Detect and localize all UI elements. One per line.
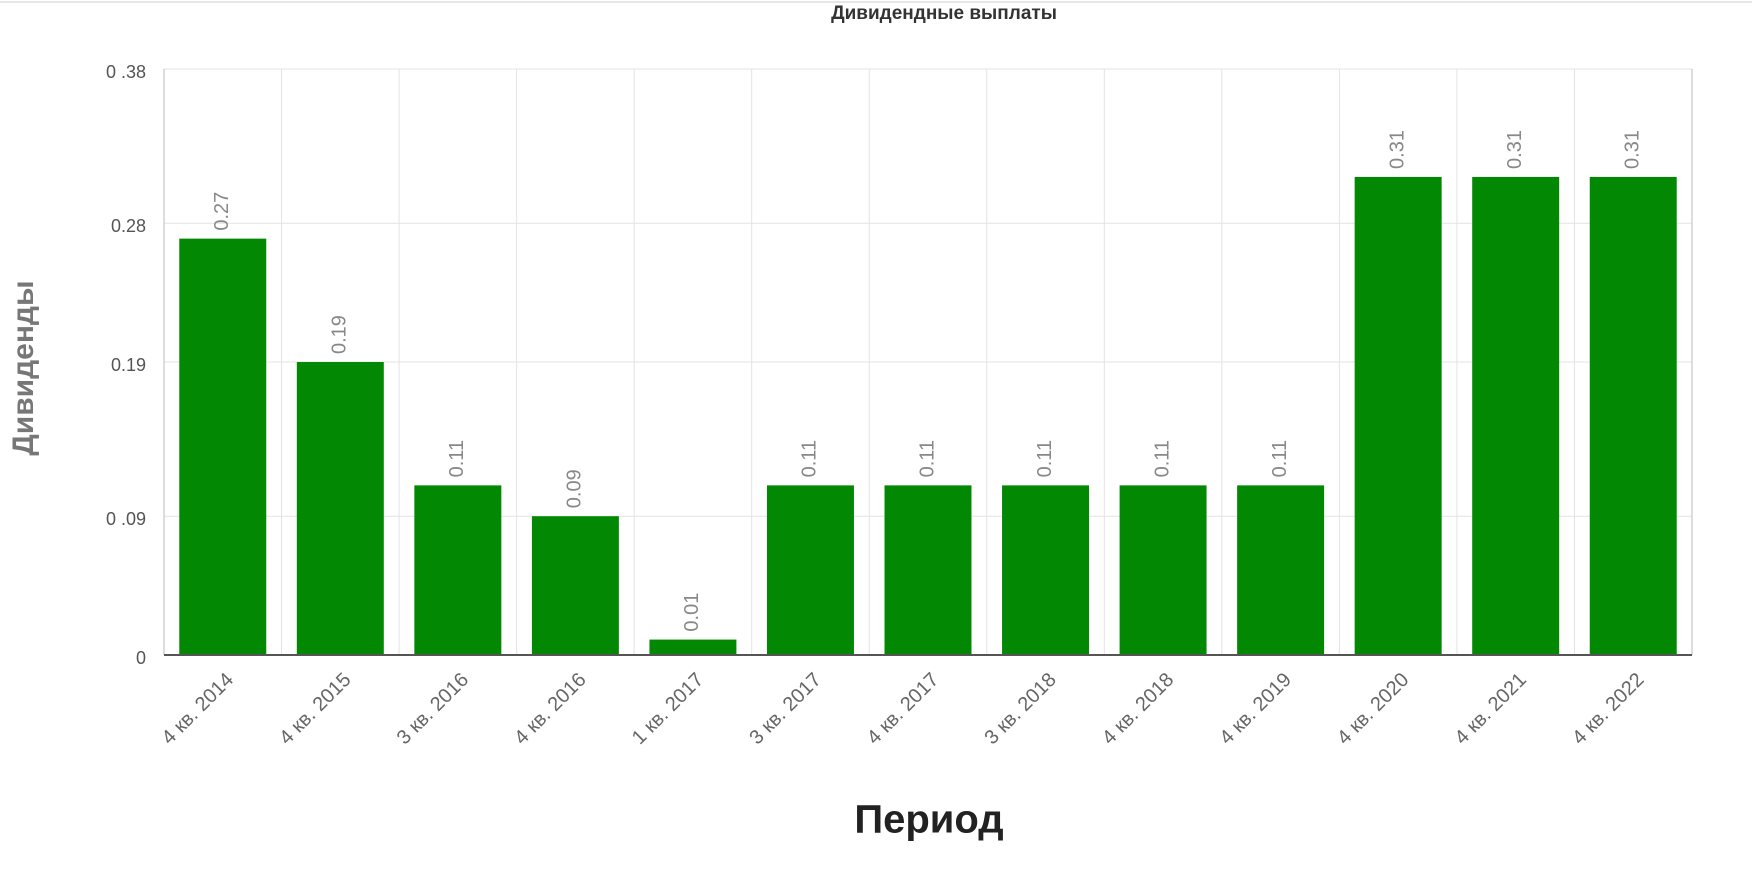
bar [1354, 176, 1442, 655]
x-tick-label: 4 кв. 2019 [1216, 669, 1296, 749]
value-label: 0.09 [564, 469, 586, 508]
bar [1119, 485, 1207, 655]
bar [1237, 485, 1325, 655]
bar [766, 485, 854, 655]
value-label: 0.11 [1034, 440, 1056, 477]
value-label: 0.11 [1269, 440, 1291, 477]
bar [1589, 176, 1677, 655]
x-axis-title: Период [854, 798, 1003, 842]
y-axis-title: Дивиденды [7, 280, 40, 455]
chart-title: Дивидендные выплаты [831, 3, 1057, 24]
y-tick-label: 0.19 [111, 355, 146, 375]
bar [649, 639, 737, 655]
x-tick-label: 4 кв. 2020 [1333, 669, 1413, 749]
x-tick-label: 4 кв. 2015 [275, 669, 355, 749]
value-label: 0.11 [916, 440, 938, 477]
x-tick-label: 4 кв. 2014 [158, 669, 238, 749]
x-tick-label: 3 кв. 2017 [745, 669, 825, 749]
value-label: 0.31 [1504, 130, 1526, 169]
value-label: 0.31 [1386, 130, 1408, 169]
value-label: 0.27 [211, 192, 233, 231]
bar [414, 485, 502, 655]
bar [1472, 176, 1560, 655]
x-tick-label: 3 кв. 2018 [980, 669, 1060, 749]
bar [296, 362, 384, 655]
x-tick-label: 3 кв. 2016 [393, 669, 473, 749]
value-label: 0.11 [799, 440, 821, 477]
value-label: 0.01 [681, 593, 703, 632]
x-tick-label: 4 кв. 2022 [1568, 669, 1648, 749]
x-tick-label: 4 кв. 2021 [1451, 669, 1531, 749]
bar [531, 516, 619, 655]
bar [179, 238, 267, 655]
bar [1002, 485, 1090, 655]
bar [884, 485, 972, 655]
x-tick-label: 4 кв. 2018 [1098, 669, 1178, 749]
x-tick-label: 1 кв. 2017 [628, 669, 708, 749]
x-tick-label: 4 кв. 2017 [863, 669, 943, 749]
value-label: 0.31 [1622, 130, 1644, 169]
y-tick-label: 0 [136, 648, 146, 668]
y-tick-label: 0 .38 [106, 62, 146, 82]
x-tick-label: 4 кв. 2016 [510, 669, 590, 749]
value-label: 0.11 [446, 440, 468, 477]
value-label: 0.11 [1151, 440, 1173, 477]
y-tick-label: 0.28 [111, 216, 146, 236]
value-label: 0.19 [329, 315, 351, 354]
y-tick-label: 0 .09 [106, 509, 146, 529]
